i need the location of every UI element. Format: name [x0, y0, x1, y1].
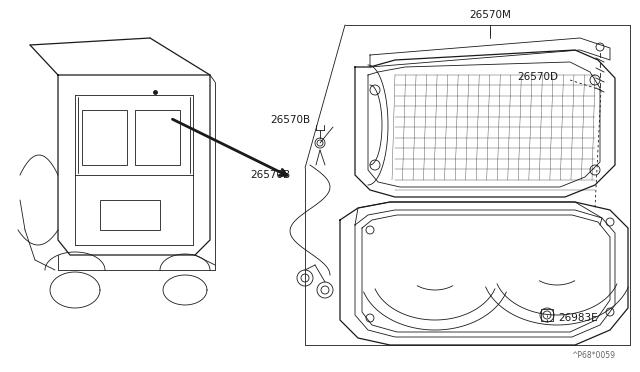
Text: 26983E: 26983E [558, 313, 598, 323]
Text: ^P68*0059: ^P68*0059 [571, 350, 615, 359]
Text: 26570B: 26570B [250, 170, 290, 180]
Text: 26570M: 26570M [469, 10, 511, 20]
Text: 26570D: 26570D [517, 72, 558, 82]
Text: 26570B: 26570B [270, 115, 310, 125]
